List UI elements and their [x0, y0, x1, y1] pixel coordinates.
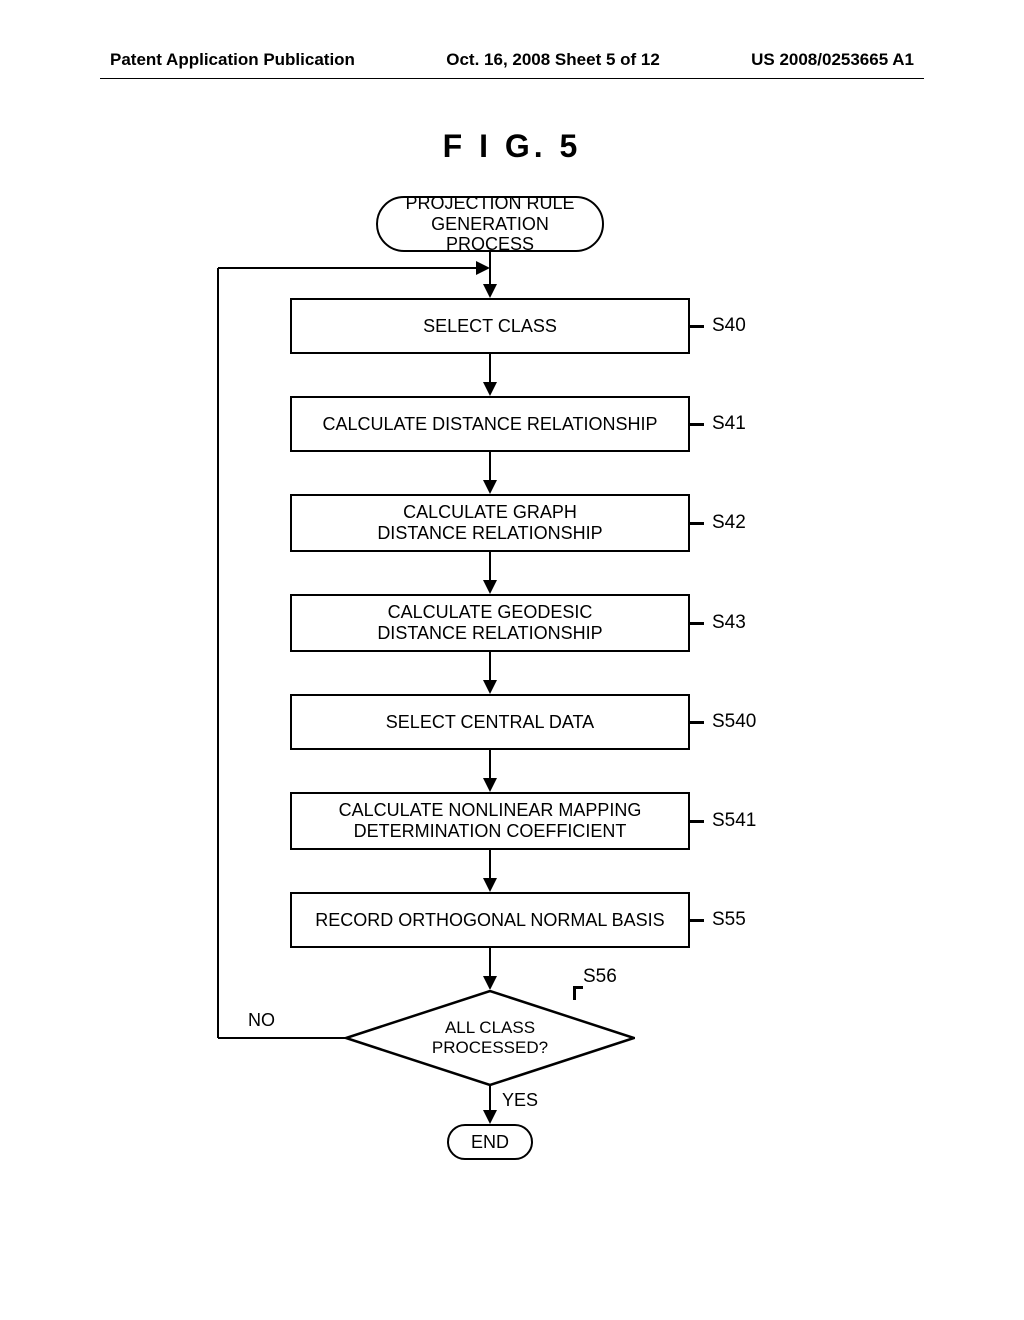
terminator-start: PROJECTION RULE GENERATION PROCESS — [376, 196, 604, 252]
flow-arrow — [489, 850, 492, 880]
flow-arrow — [489, 354, 492, 384]
process-step: SELECT CENTRAL DATA — [290, 694, 690, 750]
step-label: S56 — [583, 966, 617, 988]
step-label: S43 — [712, 612, 746, 634]
arrowhead-icon — [483, 680, 497, 694]
flow-arrow — [489, 652, 492, 682]
figure-title: F I G. 5 — [0, 128, 1024, 165]
terminator-end: END — [447, 1124, 533, 1160]
step-label: S41 — [712, 413, 746, 435]
process-step: CALCULATE GEODESIC DISTANCE RELATIONSHIP — [290, 594, 690, 652]
flow-arrow — [489, 750, 492, 780]
flow-arrow — [489, 552, 492, 582]
process-step: CALCULATE GRAPH DISTANCE RELATIONSHIP — [290, 494, 690, 552]
arrowhead-icon — [483, 480, 497, 494]
step-label: S40 — [712, 315, 746, 337]
label-connector — [690, 919, 704, 922]
flow-arrow — [489, 948, 492, 978]
label-connector — [690, 721, 704, 724]
page-header: Patent Application Publication Oct. 16, … — [0, 50, 1024, 70]
process-step: SELECT CLASS — [290, 298, 690, 354]
arrowhead-icon — [483, 778, 497, 792]
arrowhead-icon — [483, 1110, 497, 1124]
arrowhead-icon — [476, 261, 490, 275]
flow-arrow — [217, 268, 220, 1038]
flow-arrow — [489, 1086, 492, 1112]
label-connector — [690, 820, 704, 823]
header-rule — [100, 78, 924, 79]
edge-no: NO — [248, 1010, 275, 1031]
step-label: S540 — [712, 711, 756, 733]
label-connector — [690, 622, 704, 625]
decision-node: ALL CLASS PROCESSED? — [345, 990, 635, 1086]
label-connector — [690, 522, 704, 525]
decision-text: ALL CLASS PROCESSED? — [345, 1018, 635, 1057]
edge-yes: YES — [502, 1090, 538, 1111]
header-right: US 2008/0253665 A1 — [751, 50, 914, 70]
arrowhead-icon — [483, 976, 497, 990]
arrowhead-icon — [483, 878, 497, 892]
label-connector — [690, 423, 704, 426]
header-center: Oct. 16, 2008 Sheet 5 of 12 — [446, 50, 660, 70]
step-label: S55 — [712, 909, 746, 931]
process-step: CALCULATE DISTANCE RELATIONSHIP — [290, 396, 690, 452]
process-step: RECORD ORTHOGONAL NORMAL BASIS — [290, 892, 690, 948]
arrowhead-icon — [483, 580, 497, 594]
arrowhead-icon — [483, 284, 497, 298]
arrowhead-icon — [483, 382, 497, 396]
step-label: S541 — [712, 810, 756, 832]
flow-arrow — [489, 452, 492, 482]
label-connector — [573, 986, 583, 989]
label-connector — [690, 325, 704, 328]
header-left: Patent Application Publication — [110, 50, 355, 70]
flow-arrow — [218, 267, 478, 270]
step-label: S42 — [712, 512, 746, 534]
process-step: CALCULATE NONLINEAR MAPPING DETERMINATIO… — [290, 792, 690, 850]
flow-arrow — [218, 1037, 345, 1040]
